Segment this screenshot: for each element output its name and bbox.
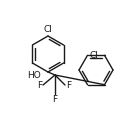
Text: HO: HO [27,70,41,79]
Text: Cl: Cl [89,51,98,60]
Text: F: F [52,95,58,105]
Text: F: F [66,81,71,89]
Text: Cl: Cl [44,25,52,34]
Text: F: F [37,81,42,89]
